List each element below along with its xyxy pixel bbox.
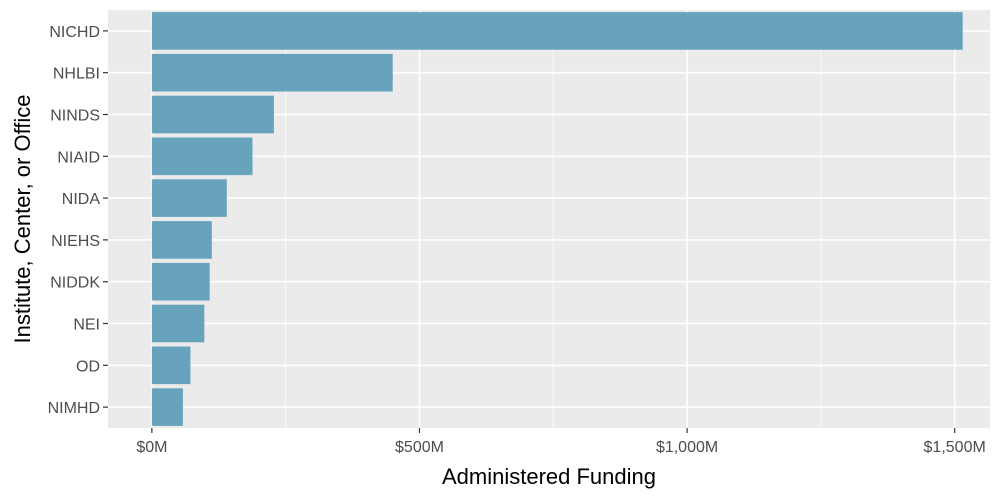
y-tick-label: NEI [73,317,100,334]
y-tick-label: NINDS [50,108,100,125]
y-tick-label: NIAID [57,149,100,166]
y-tick-label: NIMHD [48,400,100,417]
bar-niddk [151,262,210,301]
x-axis: $0M $500M $1,000M $1,500M [136,428,986,456]
bar-nhlbi [151,53,393,92]
bar-nida [151,179,227,217]
y-axis-title: Institute, Center, or Office [10,94,35,343]
bars [151,12,963,426]
x-tick-label: $1,000M [656,439,718,456]
bar-niehs [151,221,212,259]
y-tick-label: NIEHS [51,233,100,250]
bar-nimhd [151,388,183,426]
x-tick-label: $0M [136,439,167,456]
x-tick-label: $500M [395,439,444,456]
bar-od [151,346,191,385]
y-tick-label: OD [76,358,100,375]
bar-niaid [151,137,253,176]
x-tick-label: $1,500M [924,439,986,456]
x-axis-title: Administered Funding [442,464,656,489]
bar-nei [151,304,205,343]
y-tick-label: NICHD [49,24,100,41]
bar-ninds [151,95,274,134]
y-axis: NICHD NHLBI NINDS NIAID NIDA NIEHS NIDDK NEI OD N… [48,24,108,417]
y-tick-label: NHLBI [53,66,100,83]
bar-nichd [151,12,963,50]
y-tick-label: NIDDK [50,275,100,292]
y-tick-label: NIDA [62,191,101,208]
